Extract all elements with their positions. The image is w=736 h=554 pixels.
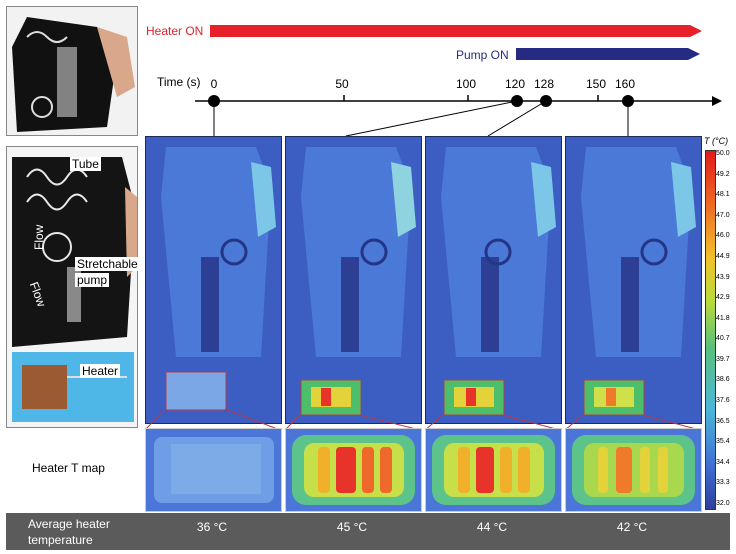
pump-on-label: Pump ON [456,48,509,62]
colorbar-label: 37.6 [716,397,730,405]
average-temp-160s: 42 °C [616,520,648,534]
colorbar-gradient [705,150,716,510]
colorbar-label: 33.3 [716,479,730,487]
glove-photo-bottom [6,146,138,428]
colorbar-label: 34.4 [716,458,730,466]
thermal-panel-120s [285,136,422,424]
colorbar-label: 44.9 [716,252,730,260]
colorbar-label: 47.0 [716,211,730,219]
tube-label: Tube [70,157,101,171]
pump-label-line1: Stretchable [75,257,140,271]
average-label-line2: temperature [28,533,93,547]
colorbar-label: 48.1 [716,191,730,199]
thermal-image-160s [566,137,701,423]
average-temperature-bar [6,513,730,550]
average-label-line1: Average heater [28,517,110,531]
connector-120 [345,100,518,137]
tick-label-160: 160 [614,77,636,91]
tick-label-100: 100 [455,77,477,91]
heater-map-0s [145,428,282,512]
glove-photo-top [6,6,138,136]
colorbar-label: 35.4 [716,438,730,446]
heater-map-image-128s [426,429,561,511]
glove-bottom-illustration [7,147,137,427]
colorbar-label: 38.6 [716,376,730,384]
pump-on-arrow [516,48,700,60]
colorbar-label: 49.2 [716,170,730,178]
colorbar-label: 43.9 [716,273,730,281]
colorbar-label: 46.0 [716,232,730,240]
colorbar-labels: 50.0 49.2 48.1 47.0 46.0 44.9 43.9 42.9 41.8 40.7… [716,150,736,508]
connector-128 [487,100,547,137]
thermal-panel-160s [565,136,702,424]
tick-label-120: 120 [504,77,526,91]
colorbar-label: 36.5 [716,417,730,425]
heater-map-160s [565,428,702,512]
heater-map-120s [285,428,422,512]
thermal-panel-0s [145,136,282,424]
colorbar-label: 40.7 [716,335,730,343]
thermal-image-0s [146,137,281,423]
zoom-connectors [144,408,701,431]
average-temp-0s: 36 °C [196,520,228,534]
colorbar-title: T (°C) [704,136,729,146]
colorbar-label: 39.7 [716,355,730,363]
tick-label-50: 50 [335,77,349,91]
heater-t-map-label: Heater T map [32,461,105,475]
glove-top-illustration [7,7,137,135]
time-axis-label: Time (s) [157,75,201,89]
flow-label-1: Flow [32,224,46,250]
thermal-image-128s [426,137,561,423]
heater-on-arrow [210,25,702,37]
colorbar-label: 41.8 [716,314,730,322]
timeline-axis [195,95,722,137]
pump-label-line2: pump [75,273,110,287]
heater-photo-label: Heater [80,364,121,378]
colorbar-label: 50.0 [716,150,730,157]
heater-on-label: Heater ON [146,24,204,38]
thermal-image-120s [286,137,421,423]
tick-label-150: 150 [585,77,607,91]
tick-label-128: 128 [533,77,555,91]
heater-map-128s [425,428,562,512]
tick-label-0: 0 [210,77,218,91]
thermal-panel-128s [425,136,562,424]
heater-map-image-160s [566,429,701,511]
colorbar-label: 32.0 [716,500,730,507]
heater-map-image-0s [146,429,281,511]
average-temp-128s: 44 °C [476,520,508,534]
heater-map-image-120s [286,429,421,511]
average-temp-120s: 45 °C [336,520,368,534]
colorbar-label: 42.9 [716,294,730,302]
